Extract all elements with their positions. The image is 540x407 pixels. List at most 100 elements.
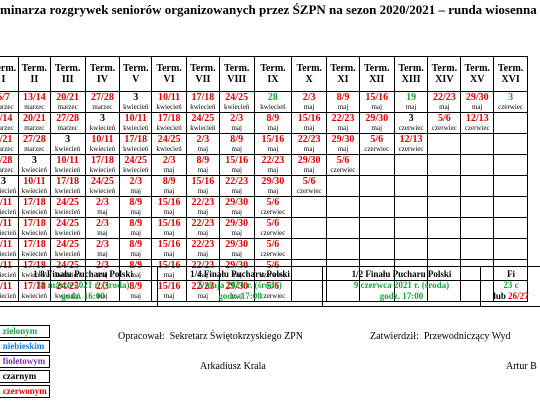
cell-date: 15/16 (365, 92, 389, 104)
schedule-cell: 3 czerwiec (393, 112, 429, 134)
term-header: Term. II (17, 56, 51, 92)
cup-title: 1/4 Finału Pucharu Polski (190, 269, 290, 279)
table-row: 0/11kwiecień17/18kwiecień24/25kwiecień2/… (0, 196, 528, 218)
table-row: 6/7marzec13/14marzec20/21marzec27/28marz… (0, 91, 528, 113)
term-number: VI (163, 74, 175, 85)
cup-round-1-8: 1/8 Finału Pucharu Polski 31 marca 2021 … (10, 269, 156, 302)
schedule-cell (393, 238, 429, 260)
cup-date: 23 c (503, 280, 519, 290)
cell-date: 8/9 (129, 197, 143, 209)
term-number: VII (195, 74, 211, 85)
schedule-cell (427, 154, 462, 176)
cup-top-rule (0, 266, 540, 267)
schedule-table: Term.ITerm.IITerm.IIITerm.IVTerm.VTerm.V… (0, 56, 528, 302)
cell-date: 17/18 (157, 113, 181, 125)
schedule-cell (460, 238, 495, 260)
cell-date: 27/28 (91, 92, 114, 104)
cup-title: 1/8 Finału Pucharu Polski (33, 269, 133, 279)
cell-date: 10/11 (91, 134, 114, 146)
cell-date: 29/30 (220, 261, 253, 272)
cell-month: kwiecień (55, 292, 81, 300)
schedule-cell: 3 czerwiec (493, 91, 528, 113)
cell-month: czerwiec (330, 166, 356, 174)
prepared-by: Opracował: Sekretarz Świętokrzyskiego ZP… (118, 331, 303, 342)
cell-date: 15/16 (157, 197, 181, 209)
term-prefix: Term. (497, 63, 524, 74)
schedule-cell (358, 154, 395, 176)
cell-month: marzec (0, 124, 14, 132)
term-header: Term. IX (253, 56, 293, 92)
cell-date: 8/9 (129, 281, 143, 293)
schedule-cell (358, 217, 395, 239)
cell-month: kwiecień (0, 250, 17, 258)
schedule-cell (393, 175, 429, 197)
cell-month: kwiecień (156, 124, 182, 132)
schedule-cell (460, 133, 495, 155)
table-row: 0/11kwiecień17/18kwiecień24/25kwiecień2/… (0, 280, 528, 302)
cell-date: 3/14 (0, 113, 13, 125)
cell-month: maj (337, 103, 349, 111)
term-header: Term. XI (326, 56, 360, 92)
cell-date: 24/25 (191, 113, 215, 125)
cell-month: czerwiec (498, 103, 523, 111)
term-header: Term. VI (151, 56, 187, 92)
cell-date: 2/3 (96, 281, 109, 293)
cell-month: kwiecień (123, 166, 149, 174)
cup-final: Fi 23 c lub 26/27 (482, 269, 540, 302)
cell-date: 8/9 (266, 113, 280, 125)
cell-date: 20/21 (22, 113, 46, 125)
cell-date: 22/23 (191, 281, 215, 293)
schedule-cell (427, 196, 462, 218)
cell-month: maj (231, 292, 242, 300)
cell-date: 3 (99, 113, 105, 125)
cup-date: 31 marca 2021 r. (środa) (36, 280, 130, 290)
cell-date: 0/11 (0, 239, 13, 251)
cell-month: kwiecień (0, 187, 17, 195)
prepared-label: Opracował: (118, 331, 165, 342)
cell-date: 22/23 (191, 197, 215, 209)
cell-month: kwiecień (55, 271, 81, 279)
schedule-cell (460, 217, 495, 239)
cell-month: kwiecień (55, 166, 81, 174)
cell-month: kwiecień (89, 166, 116, 174)
cell-month: marzec (24, 145, 45, 153)
cell-date: 17/18 (22, 281, 46, 293)
term-number: XV (469, 74, 485, 85)
cell-month: maj (163, 187, 175, 195)
cell-date: 0/11 (0, 281, 13, 293)
cell-date: 8/9 (121, 261, 151, 272)
term-header: Term. VIII (218, 56, 255, 92)
approved-label: Zatwierdził: (370, 331, 419, 342)
schedule-cell (358, 196, 395, 218)
cell-date: 29/30 (225, 218, 249, 230)
cell-date: 5/6 (266, 239, 280, 251)
cell-date: 17/18 (22, 197, 46, 209)
cell-date: 2/3 (96, 239, 109, 251)
cell-date: 22/23 (191, 239, 215, 251)
legend-item: m czarnym (0, 370, 50, 383)
cell-month: kwiecień (0, 271, 17, 279)
cell-month: kwiecień (21, 187, 47, 195)
cell-date: 17/18 (191, 92, 215, 104)
schedule-cell: 10/11 kwiecień (84, 133, 121, 155)
legend-item: m fioletowym (0, 355, 50, 368)
cell-month: kwiecień (21, 166, 47, 174)
